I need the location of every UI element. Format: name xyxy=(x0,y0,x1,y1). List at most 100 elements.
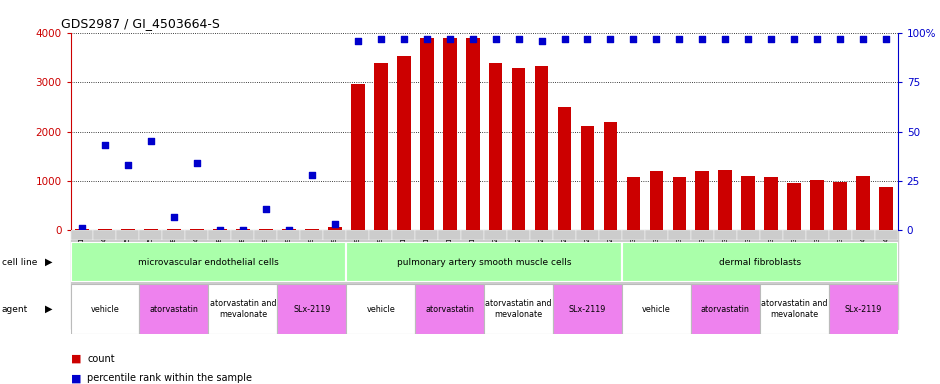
Bar xyxy=(346,230,369,240)
Bar xyxy=(139,230,163,329)
Bar xyxy=(139,230,163,240)
Bar xyxy=(163,230,185,240)
Bar xyxy=(75,229,89,230)
Bar xyxy=(163,230,185,329)
Bar xyxy=(668,230,691,240)
Bar xyxy=(438,230,462,240)
Bar xyxy=(875,230,898,329)
Bar xyxy=(144,229,158,230)
Bar xyxy=(810,180,824,230)
Bar xyxy=(737,230,760,329)
Bar xyxy=(462,230,484,329)
Bar xyxy=(397,56,411,230)
Bar xyxy=(70,230,93,329)
Bar xyxy=(650,170,664,230)
Bar xyxy=(622,230,645,240)
Bar xyxy=(829,284,898,334)
Bar xyxy=(535,66,548,230)
Bar xyxy=(603,122,618,230)
Point xyxy=(212,227,227,233)
Bar xyxy=(231,230,255,240)
Text: SLx-2119: SLx-2119 xyxy=(844,305,882,314)
Bar xyxy=(209,230,231,329)
Text: agent: agent xyxy=(2,305,28,314)
Bar xyxy=(213,229,227,230)
Bar xyxy=(209,284,277,334)
Text: SLx-2119: SLx-2119 xyxy=(569,305,606,314)
Bar xyxy=(93,230,117,240)
Bar xyxy=(351,84,365,230)
Bar xyxy=(553,284,622,334)
Point xyxy=(419,35,434,41)
Point xyxy=(281,227,296,233)
Point xyxy=(373,35,388,41)
Bar xyxy=(277,230,300,329)
Bar xyxy=(581,126,594,230)
Bar xyxy=(576,230,599,240)
Bar xyxy=(484,230,507,240)
Point xyxy=(144,138,159,144)
Bar xyxy=(645,230,668,240)
Text: atorvastatin and
mevalonate: atorvastatin and mevalonate xyxy=(210,300,276,319)
Bar xyxy=(484,284,553,334)
Bar xyxy=(852,230,875,329)
Point xyxy=(120,162,135,168)
Bar xyxy=(829,230,852,329)
Text: atorvastatin and
mevalonate: atorvastatin and mevalonate xyxy=(485,300,552,319)
Point xyxy=(741,35,756,41)
Point xyxy=(442,35,457,41)
Point xyxy=(879,35,894,41)
Bar xyxy=(255,230,277,329)
Bar xyxy=(783,230,806,240)
Bar xyxy=(346,284,415,334)
Bar xyxy=(553,230,576,240)
Point xyxy=(351,38,366,44)
Point xyxy=(488,35,503,41)
Text: count: count xyxy=(87,354,115,364)
Point xyxy=(718,35,733,41)
Point xyxy=(809,35,824,41)
Bar xyxy=(875,230,898,240)
Bar xyxy=(742,176,755,230)
Point xyxy=(235,227,250,233)
Bar xyxy=(415,230,438,240)
Bar xyxy=(277,284,346,334)
Bar xyxy=(93,230,117,329)
Text: cell line: cell line xyxy=(2,258,38,266)
Point xyxy=(258,205,274,212)
Point xyxy=(603,35,618,41)
Bar xyxy=(209,230,231,240)
Bar xyxy=(323,230,346,329)
Bar xyxy=(672,177,686,230)
Text: dermal fibroblasts: dermal fibroblasts xyxy=(719,258,801,266)
Bar xyxy=(530,230,553,240)
Bar xyxy=(374,63,387,230)
Bar xyxy=(70,230,898,260)
Point xyxy=(98,142,113,149)
Bar xyxy=(438,230,462,329)
Bar xyxy=(117,230,139,240)
Point xyxy=(327,222,342,228)
Point xyxy=(649,35,664,41)
Bar xyxy=(98,229,112,230)
Text: microvascular endothelial cells: microvascular endothelial cells xyxy=(138,258,279,266)
Point xyxy=(580,35,595,41)
Point xyxy=(787,35,802,41)
Bar xyxy=(691,284,760,334)
Bar xyxy=(696,171,710,230)
Bar xyxy=(718,170,732,230)
Point xyxy=(695,35,710,41)
Bar xyxy=(783,230,806,329)
Text: atorvastatin: atorvastatin xyxy=(701,305,750,314)
Point xyxy=(166,214,181,220)
Point xyxy=(855,35,870,41)
Bar xyxy=(557,107,572,230)
Point xyxy=(626,35,641,41)
Point xyxy=(465,35,480,41)
Bar xyxy=(553,230,576,329)
Bar xyxy=(231,230,255,329)
Bar xyxy=(117,230,139,329)
Bar xyxy=(764,177,778,230)
Bar xyxy=(328,227,341,230)
Text: ▶: ▶ xyxy=(45,257,53,267)
